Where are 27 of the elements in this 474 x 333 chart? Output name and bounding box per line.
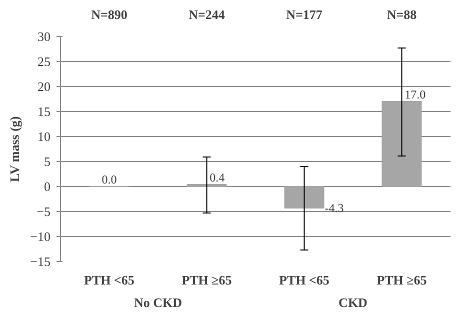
y-tick-label: 5	[44, 154, 50, 169]
y-axis-title: LV mass (g)	[7, 116, 22, 182]
x-tick-label: PTH <65	[84, 272, 135, 288]
data-label: 0.4	[210, 170, 225, 184]
text: No CKD	[134, 295, 182, 310]
x-tick-label: PTH ≥65	[182, 272, 232, 288]
bar	[382, 101, 422, 187]
y-tick-label: 20	[38, 79, 50, 94]
text: N=177	[286, 7, 323, 22]
text: N=88	[386, 7, 418, 22]
bar	[186, 184, 227, 187]
y-tick-label: 10	[38, 129, 50, 144]
text: CKD	[338, 295, 368, 310]
y-tick-label: −10	[30, 229, 51, 244]
text: N=890	[91, 7, 128, 22]
data-label: 17.0	[404, 88, 426, 102]
x-tick-label: PTH ≥65	[376, 272, 428, 288]
text: N=244	[188, 7, 226, 22]
y-tick-label: 30	[38, 29, 50, 44]
x-tick-label: PTH <65	[279, 272, 330, 288]
y-tick-label: 15	[38, 104, 50, 119]
y-tick-label: 25	[38, 54, 50, 69]
y-tick-label: −15	[30, 254, 51, 269]
bar	[284, 186, 324, 208]
data-label: 0.0	[102, 172, 117, 186]
y-tick-label: −5	[36, 204, 51, 219]
y-tick-label: 0	[44, 179, 50, 194]
